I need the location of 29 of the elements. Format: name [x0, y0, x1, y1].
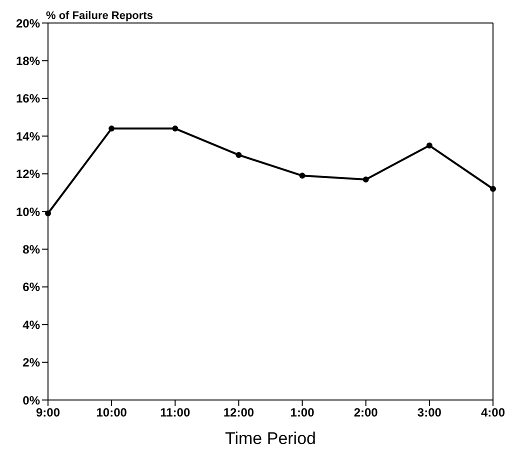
point: [490, 186, 496, 192]
y-tick-label: 10%: [16, 204, 40, 219]
point: [172, 126, 178, 132]
y-tick-label: 2%: [22, 356, 40, 370]
y-tick-label: 8%: [22, 242, 40, 256]
point: [299, 172, 306, 179]
point: [45, 210, 51, 216]
y-tick-label: 16%: [16, 92, 40, 106]
point: [362, 176, 369, 182]
point: [426, 142, 432, 149]
x-tick-label: 11:00: [160, 406, 190, 420]
y-axis-title: % of Failure Reports: [46, 10, 153, 22]
y-tick-label: 0%: [22, 393, 40, 408]
x-tick-label: 3:00: [417, 406, 442, 420]
x-axis-title: Time Period: [224, 429, 316, 448]
x-tick-label: 9:00: [36, 406, 60, 420]
y-tick-label: 14%: [16, 129, 40, 144]
x-tick-label: 4:00: [480, 406, 506, 420]
x-tick-label: 2:00: [354, 406, 378, 420]
x-tick-label: 12:00: [223, 406, 254, 420]
x-tick-label: 10:00: [96, 406, 128, 420]
y-tick-label: 20%: [16, 16, 40, 30]
y-tick-label: 4%: [22, 318, 40, 332]
point: [236, 152, 242, 158]
y-tick-label: 6%: [22, 280, 40, 294]
x-tick-label: 1:00: [290, 406, 315, 420]
y-tick-label: 12%: [16, 167, 40, 182]
y-tick-label: 18%: [16, 54, 40, 68]
point: [108, 126, 115, 132]
